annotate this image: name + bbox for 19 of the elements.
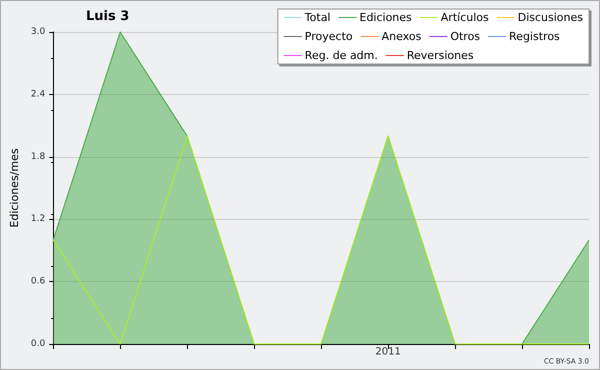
legend-label: Registros: [509, 30, 560, 43]
legend-label: Anexos: [382, 30, 422, 43]
y-tick-label: 1.2: [30, 214, 46, 224]
legend-label: Artículos: [440, 11, 490, 24]
y-tick-label: 3.0: [30, 27, 46, 37]
legend-label: Ediciones: [359, 11, 412, 24]
legend-label: Reversiones: [406, 49, 474, 62]
legend-label: Proyecto: [304, 30, 353, 43]
legend-label: Total: [304, 11, 331, 24]
legend-label: Reg. de adm.: [304, 49, 378, 62]
x-tick-label: 2011: [375, 346, 401, 358]
legend-label: Otros: [450, 30, 480, 43]
y-tick-label: 1.8: [30, 152, 46, 162]
chart-title: Luis 3: [86, 9, 130, 24]
y-tick-label: 2.4: [30, 89, 46, 100]
y-tick-label: 0.6: [30, 276, 46, 287]
y-axis-title: Ediciones/mes: [8, 148, 21, 228]
y-tick-label: 0.0: [30, 339, 46, 349]
legend-label: Discusiones: [518, 11, 584, 24]
